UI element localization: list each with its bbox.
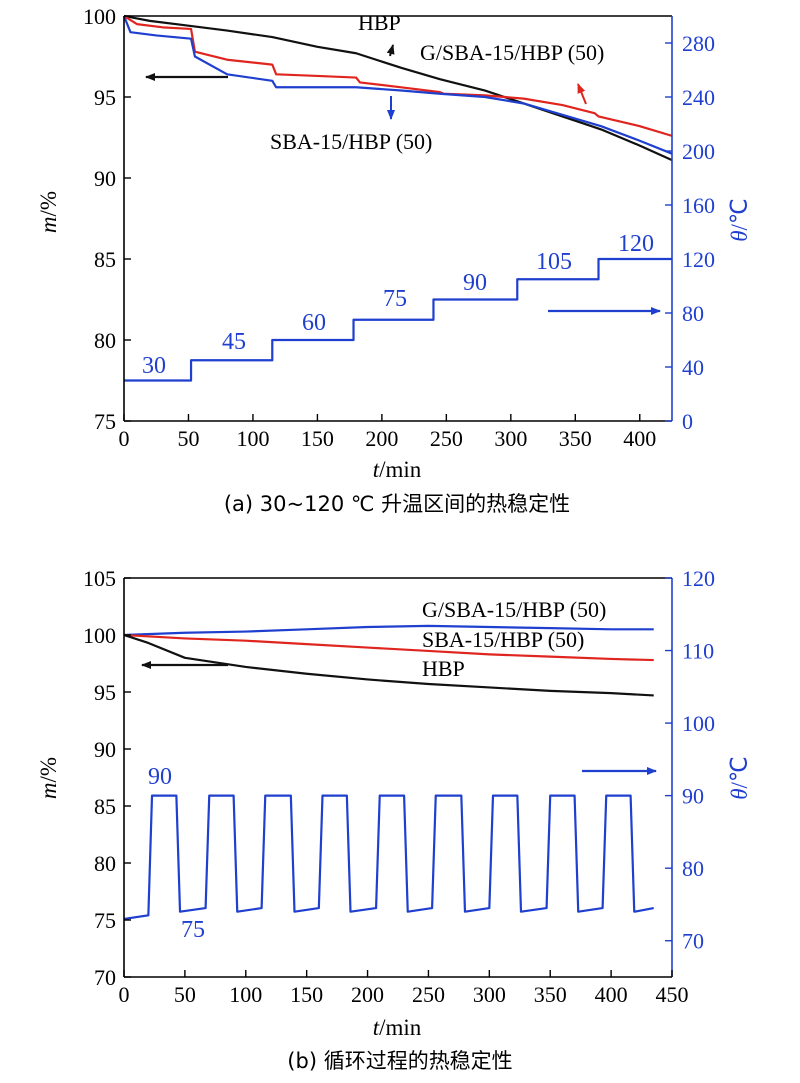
panel-a-y-right-tick-label: 0 [682, 409, 693, 434]
panel-b-temp-label-high: 90 [148, 764, 172, 790]
panel-a-y-right-tick-label: 200 [682, 139, 715, 164]
panel-b-label-hbp: HBP [422, 656, 465, 681]
panel-b-label-g-sba: G/SBA-15/HBP (50) [422, 597, 606, 622]
panel-a-temp-label: 45 [222, 329, 246, 355]
panel-a-x-tick-label: 0 [119, 426, 130, 451]
panel-a-arrow-g-sba [577, 83, 587, 105]
panel-a-y-right-tick-label: 80 [682, 301, 704, 326]
panel-b-y-right-tick-label: 120 [682, 566, 715, 591]
panel-b-series-temperature [123, 794, 654, 921]
panel-a-y-left-tick-label: 90 [94, 166, 116, 191]
panel-a-x-tick-label: 350 [559, 426, 592, 451]
panel-a-temp-label: 120 [618, 231, 654, 257]
panel-a-x-label: t/min [373, 457, 422, 482]
panel-a-x-tick-label: 50 [177, 426, 199, 451]
panel-b-x-tick-label: 200 [351, 982, 384, 1007]
panel-b-axes: 0 50 100 150 200 250 300 350 400 450 70 75 80 85 90 95 1… [83, 566, 715, 1007]
panel-b-y-left-tick-label: 70 [94, 965, 116, 990]
panel-b-x-tick-label: 350 [534, 982, 567, 1007]
panel-a-temp-label: 90 [463, 270, 487, 296]
panel-a-label-hbp: HBP [358, 10, 401, 35]
panel-a-y-left-tick-label: 75 [94, 409, 116, 434]
panel-a-x-tick-label: 200 [365, 426, 398, 451]
panel-b: 0 50 100 150 200 250 300 350 400 450 70 75 80 85 90 95 1… [36, 566, 752, 1073]
panel-a-label-sba: SBA-15/HBP (50) [270, 129, 432, 154]
panel-b-label-sba: SBA-15/HBP (50) [422, 627, 584, 652]
panel-a-series-sba-15-hbp-50 [122, 15, 673, 155]
panel-a-x-tick-label: 100 [236, 426, 269, 451]
panel-a-temp-label: 60 [302, 310, 326, 336]
panel-b-y-left-tick-label: 95 [94, 680, 116, 705]
panel-b-y-left-label: m/% [36, 757, 61, 799]
panel-b-series-g-sba-15-hbp-50 [123, 624, 654, 637]
panel-b-x-tick-label: 450 [656, 982, 689, 1007]
panel-b-y-right-tick-label: 70 [682, 929, 704, 954]
panel-b-caption: (b) 循环过程的热稳定性 [287, 1049, 512, 1073]
panel-a-arrow-hbp [386, 44, 395, 57]
panel-a-axes: 0 50 100 150 200 250 300 350 400 75 80 85 90 95 100 0 40… [83, 4, 715, 451]
panel-a-y-right-label: θ/℃ [727, 198, 752, 242]
panel-a-series-temperature [124, 257, 672, 382]
panel-a-x-tick-label: 250 [430, 426, 463, 451]
panel-a-temp-label: 105 [536, 249, 572, 275]
panel-b-x-tick-label: 250 [412, 982, 445, 1007]
panel-b-x-tick-label: 0 [119, 982, 130, 1007]
panel-a-y-right-tick-label: 280 [682, 31, 715, 56]
panel-b-y-left-tick-label: 105 [83, 566, 116, 591]
panel-a-y-left-tick-label: 95 [94, 85, 116, 110]
panel-b-temp-label-low: 75 [181, 917, 205, 943]
panel-b-x-label: t/min [373, 1015, 422, 1040]
panel-b-y-left-tick-label: 85 [94, 794, 116, 819]
panel-b-x-tick-label: 300 [473, 982, 506, 1007]
panel-b-y-left-tick-label: 90 [94, 737, 116, 762]
panel-a-y-left-tick-label: 100 [83, 4, 116, 29]
panel-b-series [123, 624, 654, 921]
panel-a-series-g-sba-15-hbp-50 [123, 15, 673, 137]
panel-a-caption: (a) 30~120 ℃ 升温区间的热稳定性 [224, 492, 570, 516]
panel-b-y-right-tick-label: 90 [682, 784, 704, 809]
panel-a-x-tick-label: 300 [494, 426, 527, 451]
panel-a-series-hbp [123, 14, 673, 162]
panel-b-y-right-tick-label: 80 [682, 856, 704, 881]
panel-b-y-right-label: θ/℃ [727, 756, 752, 800]
panel-a-label-g-sba: G/SBA-15/HBP (50) [420, 40, 604, 65]
panel-b-y-left-tick-label: 75 [94, 908, 116, 933]
panel-a-series [122, 14, 673, 382]
panel-b-x-tick-label: 50 [174, 982, 196, 1007]
panel-b-series-hbp [123, 633, 654, 697]
panel-b-x-tick-label: 400 [595, 982, 628, 1007]
panel-b-series-sba-15-hbp-50 [123, 633, 654, 662]
panel-a-y-left-tick-label: 80 [94, 328, 116, 353]
panel-b-y-right-tick-label: 100 [682, 711, 715, 736]
panel-a-temp-label: 30 [142, 353, 166, 379]
panel-b-y-right-tick-label: 110 [682, 639, 714, 664]
panel-a-x-tick-label: 400 [623, 426, 656, 451]
panel-a-y-left-tick-label: 85 [94, 247, 116, 272]
panel-a-y-right-tick-label: 160 [682, 193, 715, 218]
panel-a: 0 50 100 150 200 250 300 350 400 75 80 85 90 95 100 0 40… [36, 4, 752, 516]
panel-b-x-tick-label: 100 [229, 982, 262, 1007]
panel-b-y-left-tick-label: 100 [83, 623, 116, 648]
panel-a-y-left-label: m/% [36, 191, 61, 233]
panel-a-y-right-tick-label: 40 [682, 355, 704, 380]
panel-b-x-tick-label: 150 [290, 982, 323, 1007]
panel-a-temp-label: 75 [383, 286, 407, 312]
panel-a-y-right-tick-label: 120 [682, 247, 715, 272]
panel-a-x-tick-label: 150 [301, 426, 334, 451]
panel-a-y-right-tick-label: 240 [682, 85, 715, 110]
panel-b-y-left-tick-label: 80 [94, 851, 116, 876]
